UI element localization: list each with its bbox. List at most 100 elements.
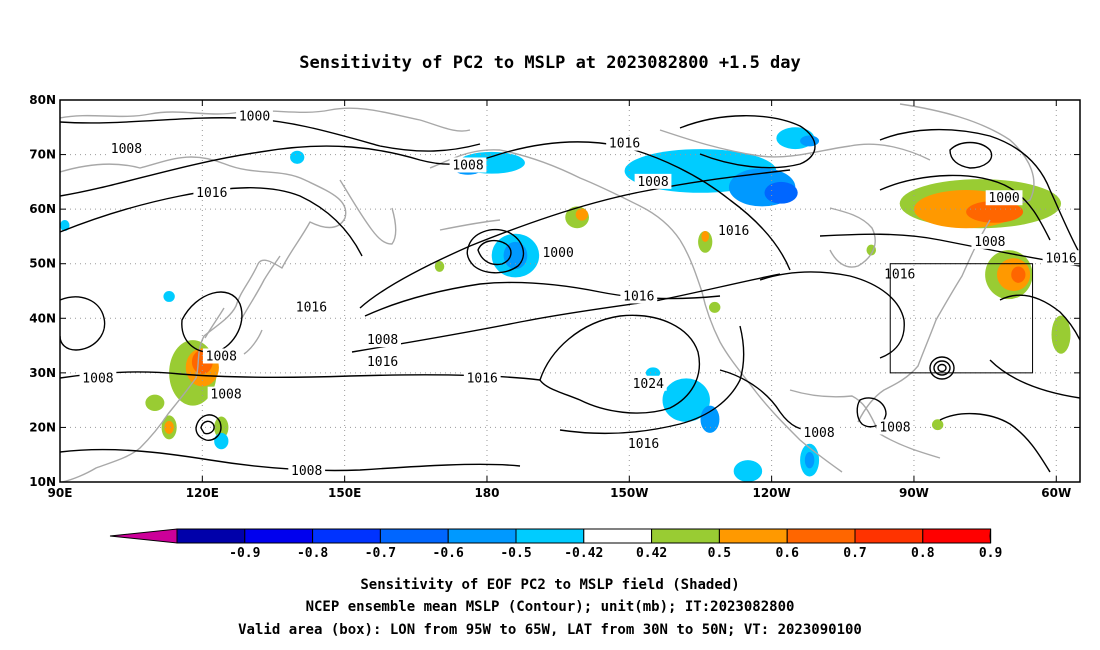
sensitivity-shade [709,301,721,313]
mslp-contour [759,271,905,359]
x-tick-label: 150E [328,486,361,500]
contour-label: 1008 [111,142,142,157]
mslp-contour [60,448,521,472]
sensitivity-shade [804,451,815,469]
contour-label-bg [207,386,245,402]
y-tick-label: 60N [29,202,56,216]
caption-line-2: NCEP ensemble mean MSLP (Contour); unit(… [306,599,795,615]
sensitivity-shade [575,208,589,221]
y-tick-label: 40N [29,311,56,325]
mslp-contour [559,325,745,435]
contour-label-bg [193,184,231,200]
contour-label: 1016 [609,137,640,152]
axis-ticks: 90E 120E 150E 180 150W 120W 90W 60W 10N 20N 30N 40N… [29,93,1080,500]
sensitivity-shade [434,260,445,272]
contour-label-bg [449,157,487,173]
y-tick-label: 70N [29,148,56,162]
colorbar-label: 0.5 [708,546,731,561]
colorbar-swatch [244,528,314,544]
caption-line-1: Sensitivity of EOF PC2 to MSLP field (Sh… [360,577,739,593]
contour-label-bg [293,299,330,315]
coastline-hudson-bay [829,207,876,268]
sensitivity-shade [931,419,944,431]
mslp-contour [879,128,1080,255]
sensitivity-shade [214,432,229,450]
mslp-contour [856,397,887,428]
figure-title: Sensitivity of PC2 to MSLP at 2023082800… [299,53,801,73]
contour-label-bg [1042,250,1080,266]
sensitivity-shade [60,220,70,231]
x-tick-label: 120E [186,486,219,500]
contour-label: 1008 [206,349,237,364]
mslp-contour [60,187,363,257]
sensitivity-shade [1085,339,1094,352]
mslp-contour [351,273,781,353]
mslp-contour [989,359,1080,399]
colorbar-swatch [854,528,924,544]
colorbar-label: -0.5 [500,546,531,561]
coastline-aleutians [439,219,501,231]
contour-label: 1016 [884,268,915,283]
x-tick-label: 180 [474,486,499,500]
contour-label: 1016 [467,371,498,386]
colorbar-label: 0.8 [911,546,935,561]
map-panel: 1000 1008 1008 1016 1016 1008 1000 1016 1016 1016… [29,93,1094,500]
colorbar-label: 0.7 [843,546,866,561]
y-tick-label: 50N [29,257,56,271]
contour-label: 1000 [988,191,1019,206]
mslp-contour [364,281,721,317]
coastline-north-america-west [679,239,843,473]
y-tick-label: 20N [29,420,56,434]
contour-label: 1008 [367,333,398,348]
sensitivity-shade [800,135,820,147]
contour-label-bg [236,108,273,124]
mslp-contour [60,117,481,152]
colorbar-high-triangle [989,528,992,544]
contour-label-bg [606,135,643,151]
contour-label-layer: 1000 1008 1008 1016 1016 1008 1000 1016 1016 1016… [79,108,1080,479]
sensitivity-shade [145,394,165,412]
x-tick-label: 60W [1041,486,1071,500]
caption-line-3: Valid area (box): LON from 95W to 65W, L… [238,622,862,638]
contour-label: 1000 [239,109,270,124]
colorbar-swatch [786,528,856,544]
colorbar-label: -0.6 [433,546,464,561]
mslp-contour-layer [60,115,1080,473]
mslp-contour [466,229,525,274]
contour-label: 1008 [210,388,241,403]
contour-label: 1016 [623,289,654,304]
mslp-contour [195,414,222,441]
contour-label-bg [800,424,838,440]
contour-label-bg [364,332,402,348]
contour-label-bg [715,222,753,238]
contour-label: 1016 [367,355,398,370]
colorbar-low-triangle [109,528,178,544]
colorbar-swatch [379,528,449,544]
mslp-contour [60,296,106,351]
contour-label-bg [971,233,1009,249]
colorbar-label: -0.8 [297,546,328,561]
contour-label: 1016 [196,186,227,201]
mslp-contour [933,360,951,376]
grid-lines [60,100,1080,482]
mslp-contour [939,412,1051,473]
contour-label-bg [876,419,914,435]
mslp-contour [819,233,1080,267]
mslp-contour [937,363,947,373]
coastline-siberia-north [60,107,471,132]
y-tick-label: 10N [29,475,56,489]
map-background [60,100,1080,482]
colorbar-label: -0.42 [564,546,603,561]
sensitivity-shade [645,367,661,379]
contour-label: 1016 [1045,251,1076,266]
mslp-contour [200,420,215,435]
contour-label-bg [108,141,145,157]
contour-label: 1016 [718,224,749,239]
colorbar-swatch [718,528,788,544]
colorbar-swatch [312,528,381,544]
figure-captions: Sensitivity of EOF PC2 to MSLP field (Sh… [238,577,862,638]
y-tick-label: 30N [29,366,56,380]
colorbar-swatch [583,528,653,544]
contour-label: 1016 [296,300,327,315]
